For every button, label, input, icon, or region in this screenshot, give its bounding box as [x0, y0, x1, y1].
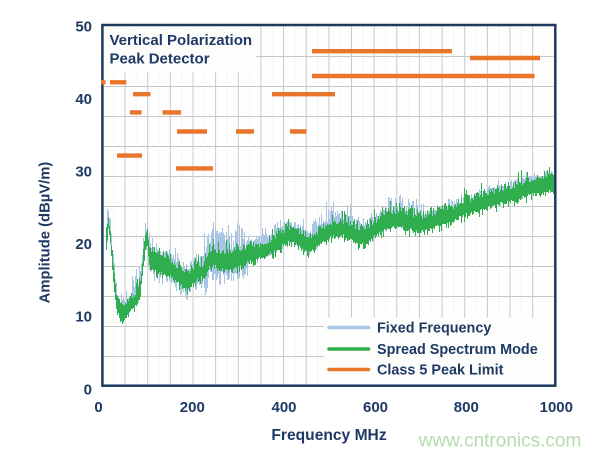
svg-text:40: 40: [75, 91, 92, 108]
svg-text:Amplitude (dBµV/m): Amplitude (dBµV/m): [38, 162, 54, 304]
svg-text:800: 800: [454, 399, 479, 416]
svg-text:50: 50: [75, 18, 92, 35]
svg-text:200: 200: [180, 399, 205, 416]
svg-text:30: 30: [75, 164, 92, 181]
svg-text:Class 5 Peak Limit: Class 5 Peak Limit: [377, 363, 504, 379]
svg-text:Fixed Frequency: Fixed Frequency: [377, 321, 491, 337]
svg-text:Peak Detector: Peak Detector: [110, 51, 210, 68]
svg-text:600: 600: [363, 399, 388, 416]
svg-text:0: 0: [84, 381, 92, 398]
svg-text:400: 400: [271, 399, 296, 416]
svg-text:Frequency MHz: Frequency MHz: [271, 427, 386, 444]
svg-text:1000: 1000: [540, 399, 573, 416]
svg-text:20: 20: [75, 236, 92, 253]
svg-text:www.cntronics.com: www.cntronics.com: [418, 431, 582, 452]
svg-text:Vertical Polarization: Vertical Polarization: [110, 32, 253, 49]
svg-text:10: 10: [75, 309, 92, 326]
svg-text:0: 0: [94, 399, 102, 416]
svg-text:Spread Spectrum Mode: Spread Spectrum Mode: [377, 342, 538, 358]
